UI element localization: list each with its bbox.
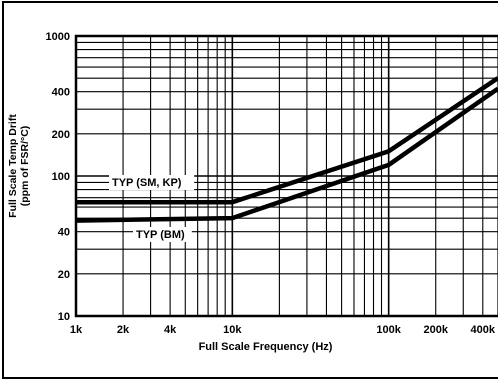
series-line-2	[75, 86, 498, 223]
x-tick-label: 4k	[164, 324, 177, 336]
y-tick-label: 200	[52, 129, 70, 141]
x-tick-label: 1k	[70, 324, 83, 336]
series-labels: TYP (SM, KP) TYP (BM)	[109, 175, 195, 242]
series-layer	[75, 76, 498, 223]
y-tick-label: 1000	[46, 31, 70, 43]
series-label-background	[109, 175, 195, 190]
y-axis-title: Full Scale Temp Drift (ppm of FSR/°C)	[7, 114, 31, 218]
y-tick-label: 20	[58, 269, 70, 281]
y-tick-label: 400	[52, 87, 70, 99]
y-axis-title-line-1: Full Scale Temp Drift	[7, 114, 19, 218]
x-axis-title: Full Scale Frequency (Hz)	[199, 341, 333, 353]
x-tick-label: 2k	[117, 324, 130, 336]
x-tick-label: 200k	[423, 324, 448, 336]
y-tick-label: 10	[58, 311, 70, 323]
x-tick-label: 400k	[471, 324, 496, 336]
series-label-1: TYP (SM, KP)	[112, 177, 182, 189]
series-label-background	[133, 227, 192, 242]
y-tick-labels: 10 20 40 100 200 400 1000	[46, 31, 70, 323]
x-tick-label: 10k	[223, 324, 242, 336]
y-axis-title-line-2: (ppm of FSR/°C)	[19, 126, 31, 207]
y-tick-label: 100	[52, 171, 70, 183]
plot-border	[74, 34, 498, 318]
series-label-2: TYP (BM)	[136, 229, 185, 241]
y-tick-label: 40	[58, 227, 70, 239]
series-line-1	[76, 76, 498, 205]
x-tick-label: 100k	[376, 324, 401, 336]
